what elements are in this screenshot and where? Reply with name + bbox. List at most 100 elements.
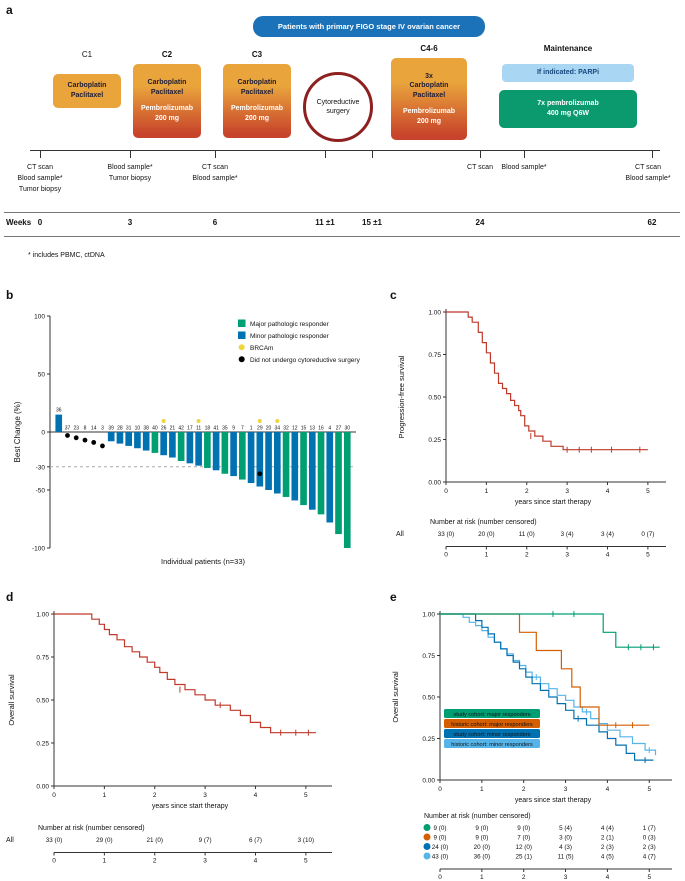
legend-swatch [238,356,245,363]
drug-label: Pembrolizumab [230,105,284,112]
drug-label: 400 mg Q6W [546,110,589,117]
x-axis-title: years since start therapy [152,803,229,810]
sample-line: Blood sample* [107,164,153,171]
plot-legend-pill [444,739,540,748]
cycle3-title: C3 [251,50,263,59]
risk-value: 4 (4) [601,825,614,832]
risk-value: 1 (7) [643,825,656,832]
waterfall-bar [116,432,124,444]
x-tick-label: 4 [254,792,258,799]
timeline-axis [30,150,660,151]
y-tick-label: 0.75 [422,653,435,660]
timeline-tick [130,150,131,158]
risk-axis-label: 3 [203,858,207,865]
risk-axis-label: 4 [254,858,258,865]
risk-axis-label: 2 [153,858,157,865]
risk-row-marker [423,833,431,841]
waterfall-bar [308,432,316,510]
patient-id-label: 32 [283,426,289,432]
no-surgery-marker [257,471,263,477]
risk-row-marker [423,852,431,860]
risk-table-header: Number at risk (number censored) [430,519,537,526]
waterfall-bar [186,432,194,464]
risk-value: 33 (0) [438,531,454,538]
week-value: 6 [212,218,218,227]
drug-label: Carboplatin [67,82,107,90]
plot-legend-pill [444,709,540,718]
timeline-tick [480,150,481,158]
waterfall-bar [282,432,290,497]
risk-table-header: Number at risk (number censored) [38,825,145,832]
cycle1-box: Carboplatin Paclitaxel [53,74,121,108]
risk-value: 2 (3) [601,844,614,851]
sample-timepoint-label: Blood sample* [484,163,564,174]
sample-timepoint-label: Blood sample* Tumor biopsy [90,163,170,185]
y-tick-label: 50 [38,372,46,379]
km-curve [440,613,650,726]
risk-value: 0 (7) [641,531,654,538]
week-value: 0 [37,218,43,227]
week-value: 62 [647,218,657,227]
patient-id-label: 10 [135,426,141,432]
week-value: 3 [127,218,133,227]
cycle46-box: 3x Carboplatin Paclitaxel Pembrolizumab … [391,58,467,140]
sample-line: Blood sample* [625,174,671,182]
waterfall-bar [265,432,272,490]
patient-id-label: 15 [301,426,307,432]
y-axis-title: Progression-free survival [397,355,406,438]
timeline-tick [325,150,326,158]
sample-line: Tumor biopsy [108,174,152,182]
patient-id-label: 11 [196,426,201,432]
risk-axis-label: 3 [565,552,569,559]
y-tick-label: 0 [41,430,45,437]
x-tick-label: 5 [647,786,651,793]
cycle46-title: C4-6 [420,44,438,53]
y-tick-label: -100 [32,546,45,553]
risk-value: 11 (5) [558,854,574,861]
trial-schema: Patients with primary FIGO stage IV ovar… [0,0,685,292]
sample-line: Blood sample* [501,164,547,171]
patient-id-label: 8 [84,426,87,432]
waterfall-bar [151,432,159,453]
patient-id-label: 40 [152,426,158,432]
km-curve [54,613,316,734]
risk-value: 20 (0) [478,531,494,538]
waterfall-bar [195,432,202,466]
risk-value: 0 (3) [643,835,656,842]
timeline-tick [40,150,41,158]
patient-id-label: 18 [205,426,211,432]
brca-marker [161,419,166,423]
no-surgery-marker [82,437,88,443]
risk-axis-label: 1 [480,874,484,881]
risk-axis-label: 2 [525,552,529,559]
plot-legend-pill [444,729,540,738]
no-surgery-marker [91,440,97,445]
maintenance-title: Maintenance [543,44,593,53]
risk-value: 7 (0) [517,835,530,842]
y-tick-label: 0.00 [428,480,441,487]
brca-marker [257,419,262,423]
legend-swatch [238,331,246,339]
x-tick-label: 0 [52,792,56,799]
waterfall-bar [142,432,150,451]
legend-label: BRCAm [250,345,273,352]
plot-legend-label: historic cohort: minor responders [451,742,533,748]
risk-axis-label: 1 [485,552,489,559]
waterfall-bar [343,432,351,548]
x-tick-label: 1 [480,786,484,793]
waterfall-bar [256,432,264,487]
waterfall-bar [247,432,255,484]
sample-timepoint-label: CT scan [440,163,520,174]
y-tick-label: -30 [36,464,46,471]
risk-value: 5 (4) [559,825,572,832]
patient-id-label: 30 [344,426,350,432]
sample-timepoint-label: CT scan Blood sample* [175,163,255,185]
y-tick-label: 1.00 [428,310,441,317]
risk-axis-label: 2 [522,874,526,881]
risk-value: 6 (7) [249,837,262,844]
timeline-tick [372,150,373,158]
risk-value: 21 (0) [147,837,163,844]
